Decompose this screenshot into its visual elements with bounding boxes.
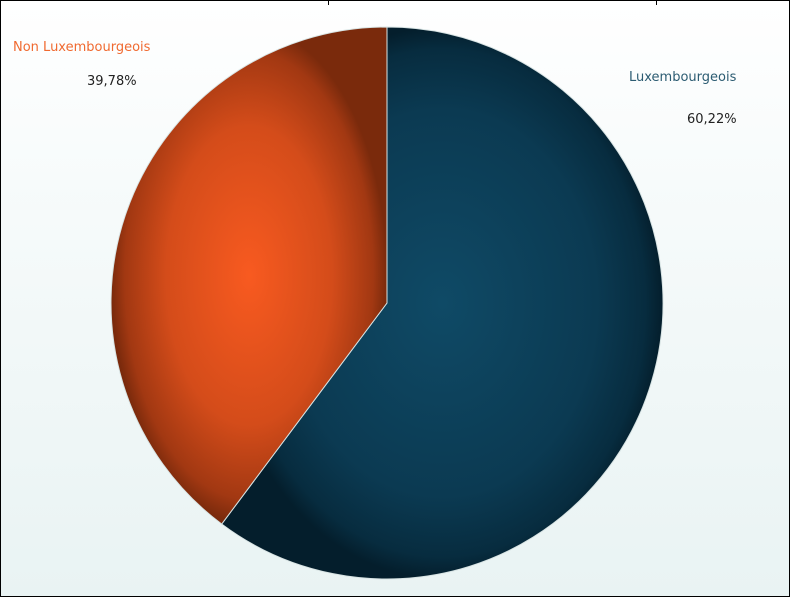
pie-slice-luxembourgeois — [220, 26, 664, 580]
slice-value-label: 39,78% — [87, 74, 137, 89]
slice-label: Luxembourgeois — [629, 70, 737, 85]
frame-tick — [656, 1, 657, 5]
slice-value-label: 60,22% — [687, 112, 737, 127]
slice-label: Non Luxembourgeois — [13, 40, 151, 55]
pie-slice-non-luxembourgeois — [110, 26, 388, 525]
frame-tick — [328, 1, 329, 5]
